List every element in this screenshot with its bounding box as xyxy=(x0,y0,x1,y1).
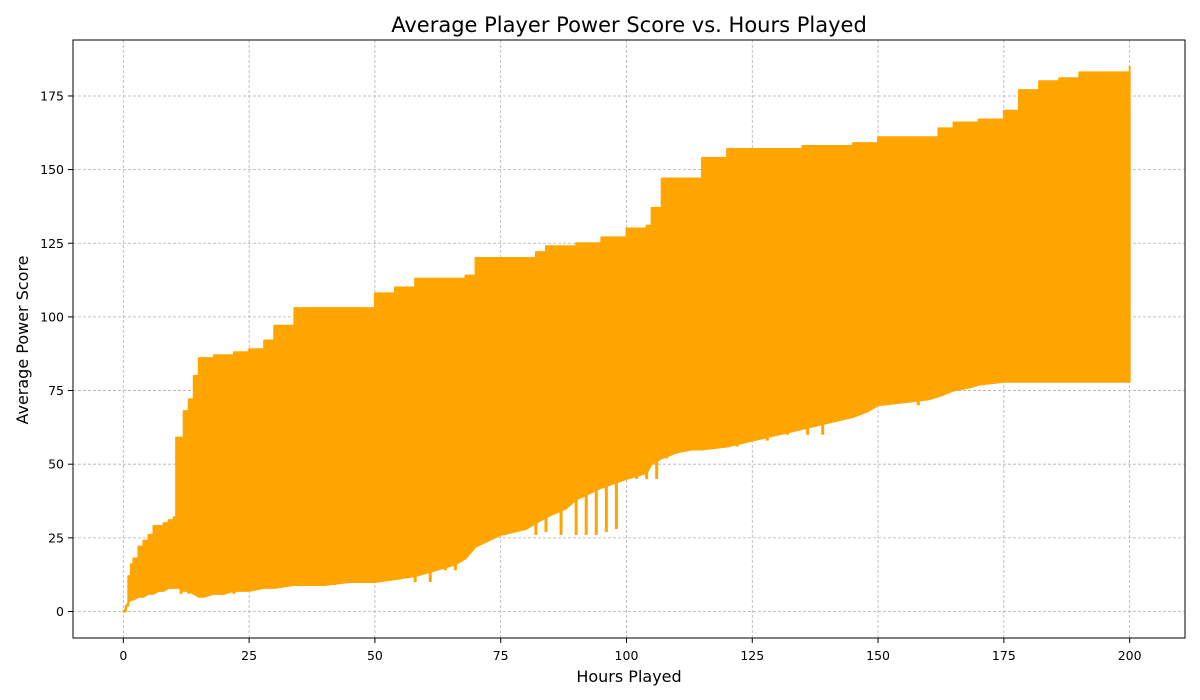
y-tick-label: 50 xyxy=(48,457,64,472)
x-tick-label: 175 xyxy=(992,648,1016,663)
y-tick-label: 150 xyxy=(40,162,64,177)
y-tick-label: 175 xyxy=(40,88,64,103)
x-tick-label: 200 xyxy=(1118,648,1142,663)
y-tick-label: 0 xyxy=(56,604,64,619)
x-tick-label: 100 xyxy=(615,648,639,663)
x-tick-label: 125 xyxy=(740,648,764,663)
y-tick-label: 25 xyxy=(48,530,64,545)
y-tick-label: 100 xyxy=(40,309,64,324)
y-tick-label: 75 xyxy=(48,383,64,398)
x-tick-label: 0 xyxy=(119,648,127,663)
y-tick-label: 125 xyxy=(40,236,64,251)
x-tick-label: 25 xyxy=(241,648,257,663)
x-axis-label: Hours Played xyxy=(576,667,681,686)
x-tick-label: 150 xyxy=(866,648,890,663)
chart-title: Average Player Power Score vs. Hours Pla… xyxy=(391,13,867,37)
x-tick-label: 75 xyxy=(493,648,509,663)
y-axis-label: Average Power Score xyxy=(13,255,32,424)
x-tick-label: 50 xyxy=(367,648,383,663)
